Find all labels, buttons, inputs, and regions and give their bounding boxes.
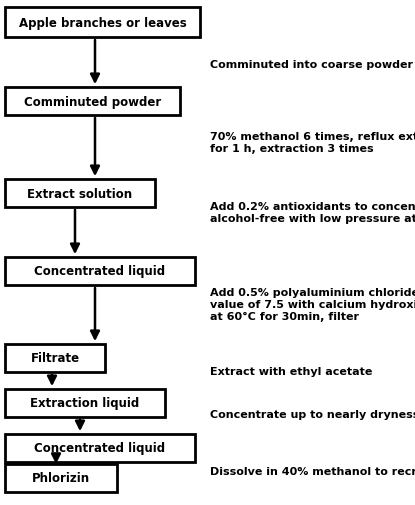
Text: Extraction liquid: Extraction liquid: [30, 397, 139, 410]
Text: Extract with ethyl acetate: Extract with ethyl acetate: [210, 366, 372, 376]
Text: Concentrated liquid: Concentrated liquid: [34, 442, 166, 454]
Bar: [5, 8, 200, 38]
Text: Comminuted powder: Comminuted powder: [24, 95, 161, 108]
Text: Add 0.2% antioxidants to concentrate to
alcohol-free with low pressure at 60°C: Add 0.2% antioxidants to concentrate to …: [210, 202, 415, 223]
Text: Filtrate: Filtrate: [30, 352, 80, 365]
Text: Apple branches or leaves: Apple branches or leaves: [19, 17, 186, 29]
Bar: [5, 258, 195, 285]
Text: Concentrated liquid: Concentrated liquid: [34, 265, 166, 278]
Bar: [5, 88, 180, 116]
Text: Concentrate up to nearly dryness at 60 °C: Concentrate up to nearly dryness at 60 °…: [210, 409, 415, 419]
Text: Comminuted into coarse powder: Comminuted into coarse powder: [210, 60, 413, 70]
Bar: [5, 180, 155, 208]
Text: Phlorizin: Phlorizin: [32, 472, 90, 484]
Text: 70% methanol 6 times, reflux extraction
for 1 h, extraction 3 times: 70% methanol 6 times, reflux extraction …: [210, 132, 415, 154]
Bar: [5, 389, 165, 417]
Bar: [5, 434, 195, 462]
Bar: [5, 464, 117, 492]
Text: Extract solution: Extract solution: [27, 187, 132, 200]
Bar: [5, 344, 105, 372]
Text: Add 0.5% polyaluminium chloride and adjust pH
value of 7.5 with calcium hydroxid: Add 0.5% polyaluminium chloride and adju…: [210, 288, 415, 321]
Text: Dissolve in 40% methanol to recrystallize: Dissolve in 40% methanol to recrystalliz…: [210, 466, 415, 476]
